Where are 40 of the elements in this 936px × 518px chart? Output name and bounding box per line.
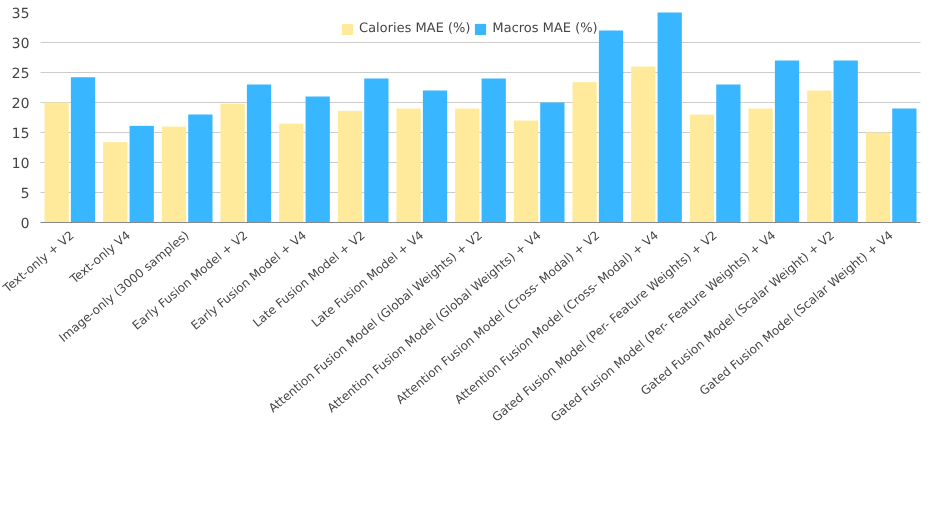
bar — [748, 108, 773, 222]
y-tick-label: 30 — [12, 36, 30, 52]
y-tick-label: 35 — [12, 6, 30, 22]
bar — [279, 124, 304, 222]
bar — [658, 12, 682, 222]
bar — [482, 78, 506, 222]
bar — [598, 30, 624, 222]
bar — [892, 108, 917, 222]
bar — [807, 90, 832, 222]
bar — [716, 84, 741, 222]
bar — [396, 108, 421, 222]
bar — [306, 96, 330, 222]
legend-label: Calories MAE (%) — [359, 21, 470, 36]
bar — [455, 108, 480, 222]
bar — [188, 114, 213, 222]
y-tick-label: 0 — [20, 216, 30, 232]
legend-label: Macros MAE (%) — [492, 21, 598, 36]
bar — [220, 104, 245, 222]
bar — [690, 114, 714, 222]
bar — [364, 78, 389, 222]
bar — [162, 126, 186, 222]
bar — [44, 102, 69, 222]
bar — [572, 82, 597, 222]
bar — [540, 102, 565, 222]
y-tick-label: 20 — [12, 96, 30, 112]
bar — [246, 84, 272, 222]
y-tick-label: 15 — [12, 126, 30, 142]
bar — [834, 60, 858, 222]
bar — [774, 60, 800, 222]
bar — [70, 77, 96, 222]
bar — [514, 120, 538, 222]
bar — [103, 142, 128, 222]
bar — [866, 132, 890, 222]
bar — [338, 110, 362, 222]
y-tick-label: 25 — [12, 66, 30, 82]
bar — [422, 90, 448, 222]
bar — [130, 126, 154, 222]
y-tick-label: 10 — [12, 156, 30, 172]
bar — [631, 66, 656, 222]
y-tick-label: 5 — [20, 186, 30, 202]
